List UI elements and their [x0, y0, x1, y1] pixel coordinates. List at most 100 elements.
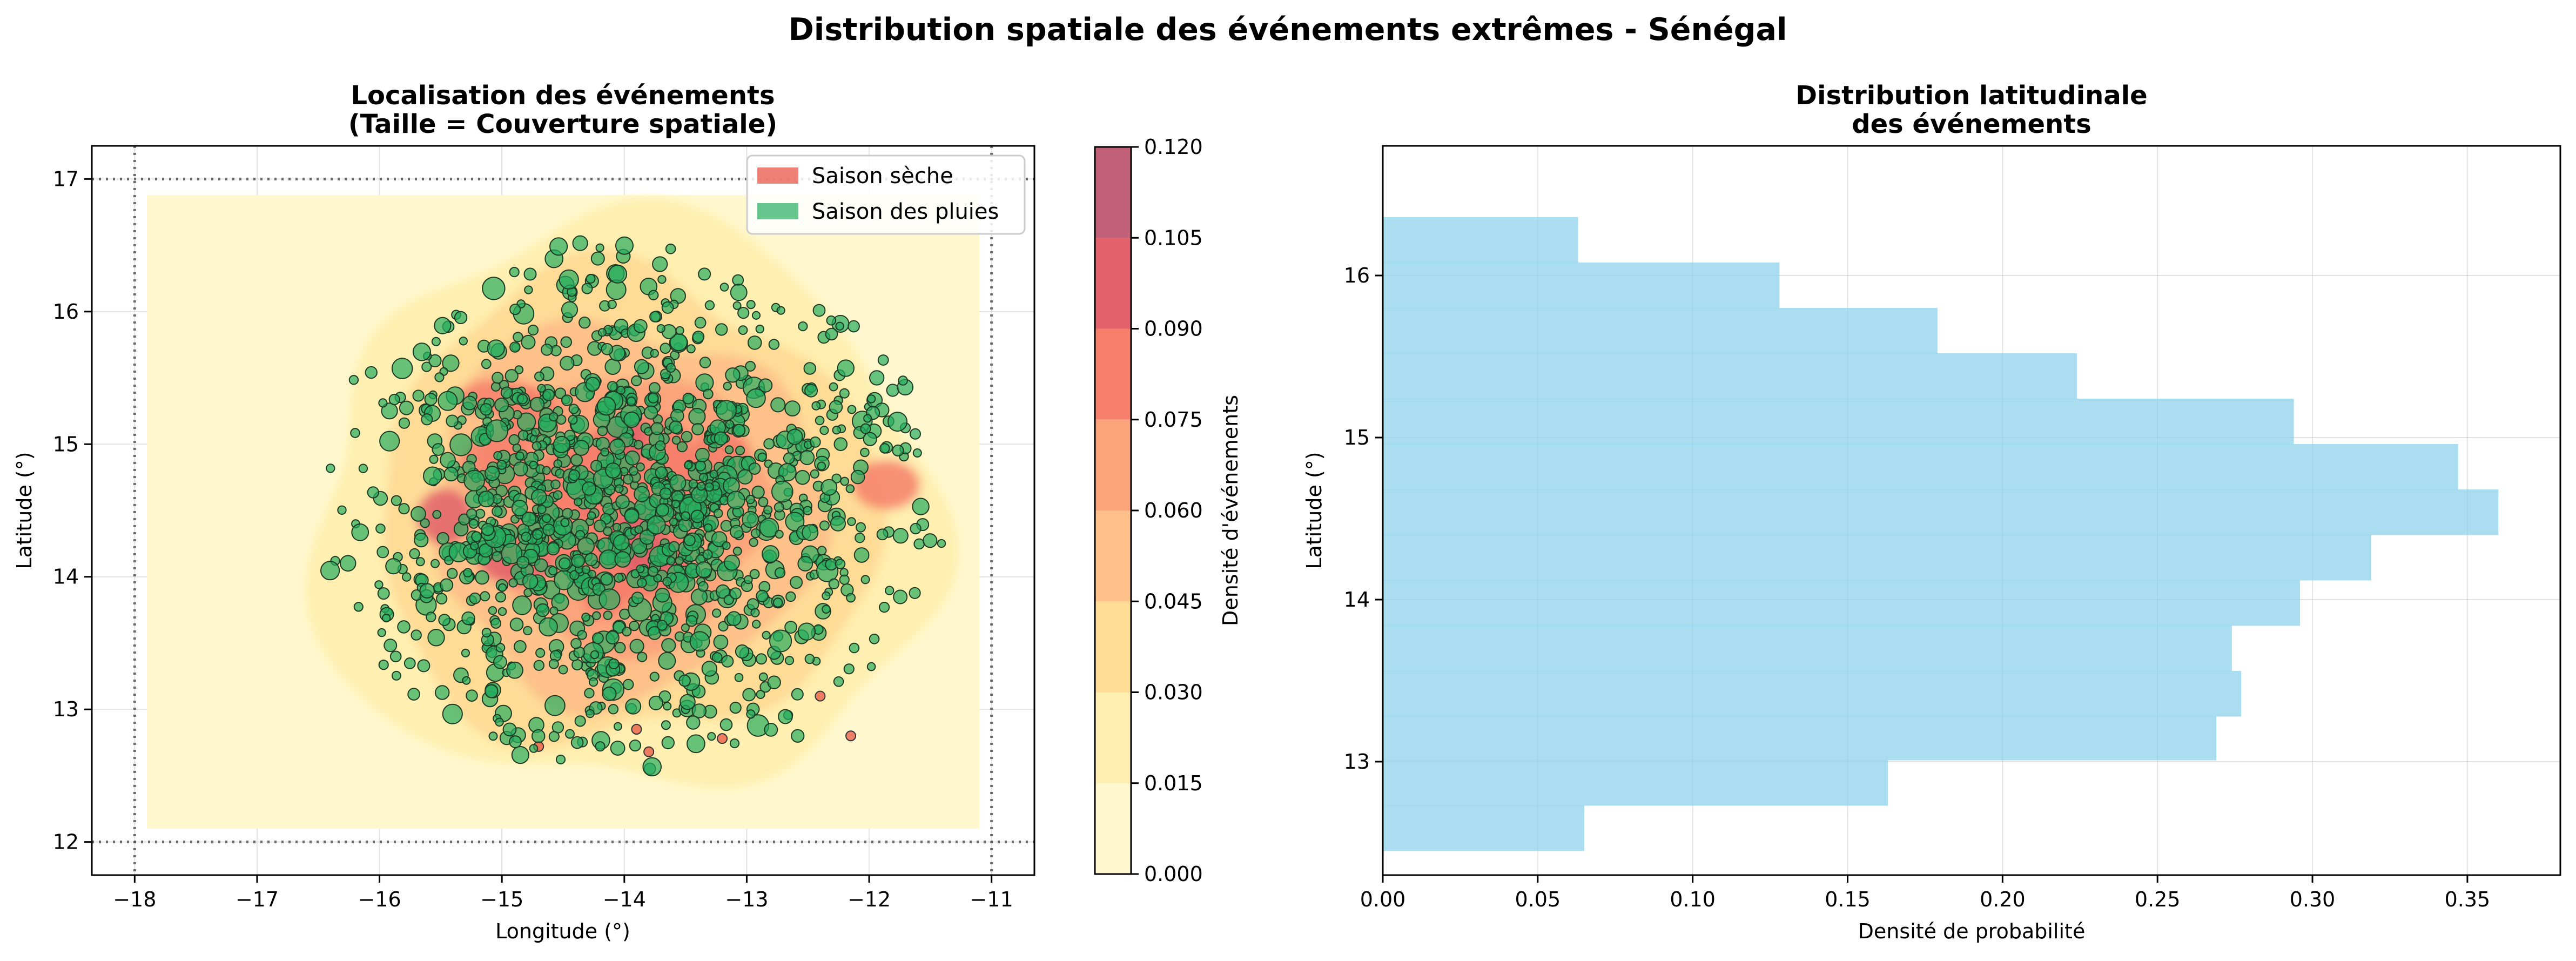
- point-rainy-season: [758, 672, 768, 682]
- point-rainy-season: [574, 715, 586, 727]
- point-rainy-season: [669, 518, 678, 526]
- point-rainy-season: [537, 505, 547, 514]
- point-rainy-season: [508, 578, 518, 588]
- point-rainy-season: [636, 564, 645, 574]
- map-title-line-1: Localisation des événements: [351, 80, 775, 111]
- point-rainy-season: [521, 334, 536, 350]
- point-rainy-season: [574, 498, 583, 507]
- point-rainy-season: [542, 466, 551, 475]
- point-rainy-season: [495, 643, 506, 653]
- point-rainy-season: [876, 528, 889, 541]
- point-rainy-season: [660, 342, 671, 354]
- point-rainy-season: [431, 337, 441, 346]
- tick-label: −13: [725, 888, 768, 911]
- point-rainy-season: [629, 740, 642, 752]
- point-rainy-season: [523, 267, 537, 281]
- point-rainy-season: [656, 620, 668, 631]
- point-rainy-season: [481, 628, 492, 638]
- point-rainy-season: [704, 482, 714, 492]
- point-rainy-season: [695, 373, 714, 392]
- point-rainy-season: [600, 447, 609, 457]
- event-points: [320, 235, 946, 777]
- point-rainy-season: [608, 704, 619, 715]
- point-rainy-season: [912, 498, 930, 515]
- point-rainy-season: [534, 371, 544, 382]
- point-rainy-season: [822, 604, 831, 614]
- point-rainy-season: [634, 486, 650, 502]
- point-rainy-season: [675, 326, 684, 335]
- point-rainy-season: [604, 358, 621, 375]
- point-rainy-season: [513, 461, 528, 476]
- point-rainy-season: [723, 381, 732, 391]
- point-rainy-season: [553, 490, 563, 500]
- point-rainy-season: [665, 362, 676, 373]
- point-rainy-season: [529, 460, 538, 470]
- point-rainy-season: [749, 537, 758, 547]
- point-rainy-season: [587, 511, 596, 520]
- point-rainy-season: [661, 720, 671, 730]
- point-rainy-season: [615, 236, 634, 255]
- point-rainy-season: [479, 543, 493, 558]
- point-rainy-season: [560, 355, 575, 371]
- tick-label: 16: [53, 300, 79, 324]
- point-rainy-season: [810, 469, 819, 479]
- colorbar-band: [1095, 601, 1131, 693]
- point-rainy-season: [522, 573, 539, 590]
- point-rainy-season: [376, 546, 389, 559]
- map-y-ticks: 12 13 14 15 16 17: [53, 167, 92, 854]
- point-rainy-season: [558, 664, 568, 675]
- point-rainy-season: [596, 397, 616, 416]
- point-rainy-season: [350, 428, 360, 438]
- point-rainy-season: [812, 304, 826, 317]
- hist-bar: [1383, 760, 1888, 806]
- point-rainy-season: [715, 323, 728, 336]
- point-rainy-season: [521, 512, 537, 527]
- point-rainy-season: [752, 620, 761, 629]
- point-rainy-season: [727, 611, 742, 626]
- point-rainy-season: [524, 285, 533, 294]
- point-rainy-season: [590, 251, 605, 266]
- point-rainy-season: [529, 744, 539, 753]
- point-rainy-season: [613, 534, 630, 551]
- point-rainy-season: [817, 461, 826, 471]
- point-rainy-season: [696, 481, 706, 491]
- point-rainy-season: [724, 554, 740, 571]
- point-rainy-season: [553, 435, 570, 453]
- point-rainy-season: [698, 267, 711, 281]
- hist-bar: [1383, 308, 1938, 354]
- point-rainy-season: [732, 424, 746, 437]
- point-rainy-season: [421, 361, 432, 372]
- point-rainy-season: [533, 660, 544, 671]
- tick-label: 14: [53, 565, 79, 589]
- point-rainy-season: [615, 494, 630, 509]
- point-rainy-season: [629, 620, 640, 631]
- point-rainy-season: [910, 523, 922, 535]
- tick-label: 0.05: [1515, 888, 1561, 911]
- point-rainy-season: [694, 317, 707, 329]
- point-rainy-season: [735, 445, 745, 455]
- point-rainy-season: [850, 469, 865, 485]
- point-rainy-season: [898, 375, 908, 386]
- point-rainy-season: [713, 634, 729, 650]
- point-rainy-season: [647, 515, 666, 535]
- point-rainy-season: [417, 659, 431, 673]
- point-rainy-season: [725, 420, 735, 429]
- point-rainy-season: [389, 650, 402, 663]
- point-rainy-season: [683, 534, 696, 547]
- point-rainy-season: [681, 431, 693, 443]
- point-rainy-season: [746, 300, 756, 310]
- point-rainy-season: [581, 283, 593, 294]
- point-rainy-season: [699, 473, 709, 482]
- tick-label: 0.045: [1144, 589, 1203, 613]
- point-rainy-season: [426, 611, 436, 622]
- point-rainy-season: [514, 640, 527, 653]
- point-rainy-season: [351, 523, 369, 541]
- point-rainy-season: [385, 558, 402, 575]
- point-rainy-season: [593, 519, 607, 533]
- map-axes-frame: [91, 145, 1035, 876]
- hist-bar: [1383, 626, 2232, 671]
- point-rainy-season: [402, 572, 412, 582]
- point-rainy-season: [764, 723, 778, 737]
- point-rainy-season: [509, 735, 522, 748]
- point-rainy-season: [653, 574, 662, 583]
